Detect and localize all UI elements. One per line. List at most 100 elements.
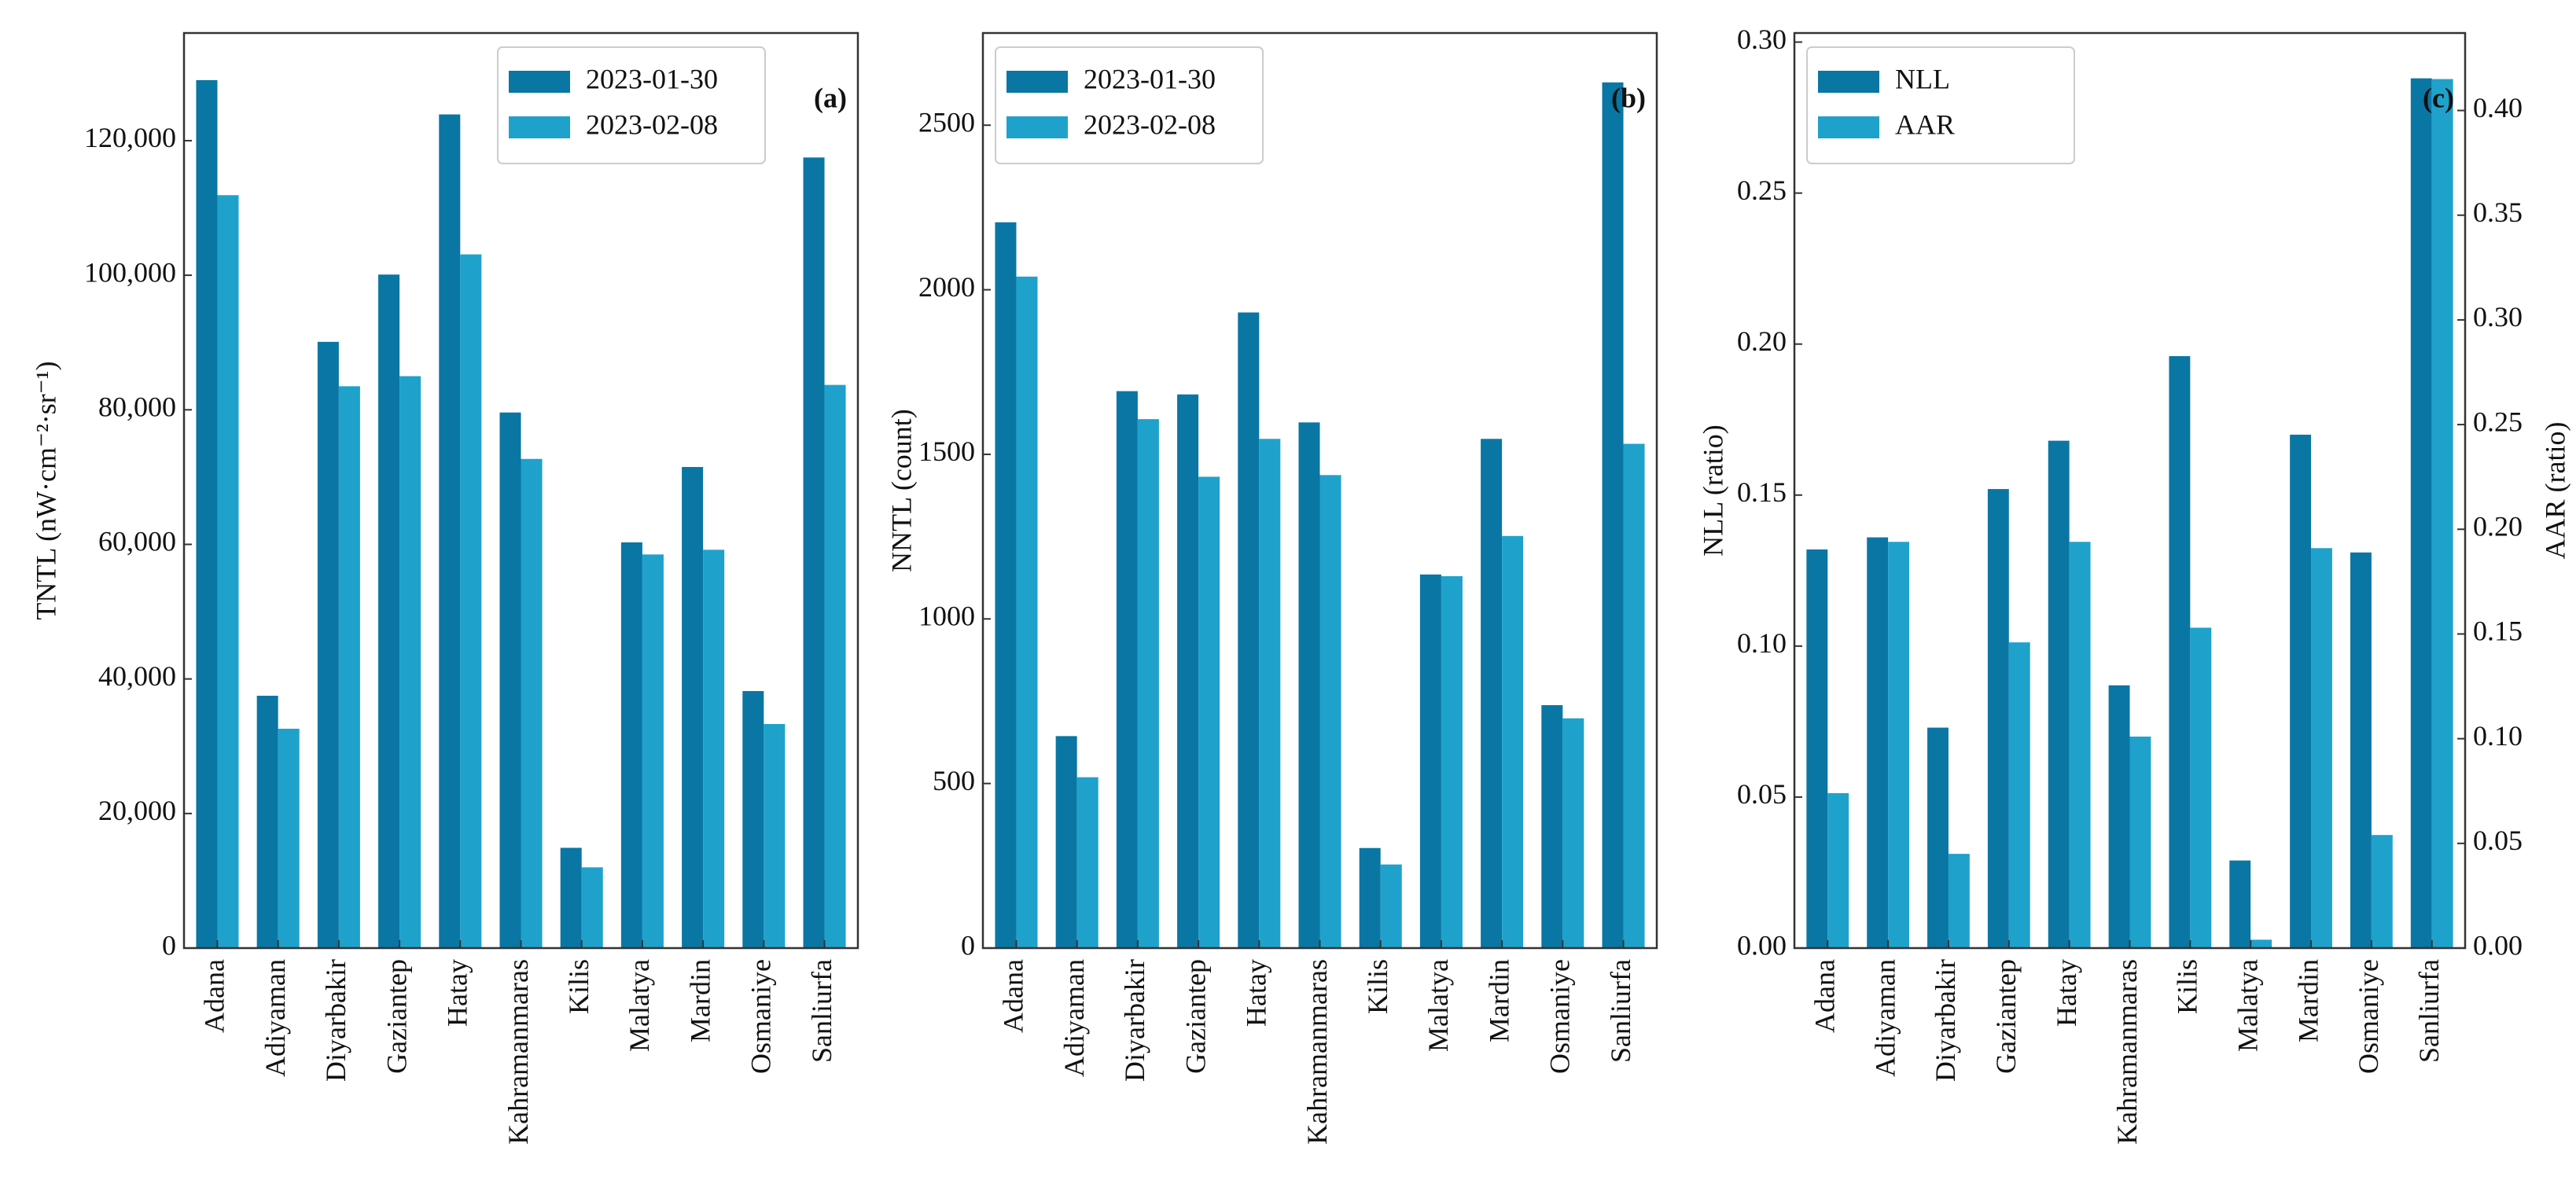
y-axis-label: TNTL (nW·cm⁻²·sr⁻¹) xyxy=(30,361,61,619)
bar xyxy=(2371,835,2393,948)
x-tick-label: Adiyaman xyxy=(259,959,291,1077)
panel-label: (c) xyxy=(2423,82,2454,113)
bar xyxy=(2290,434,2312,948)
bar xyxy=(764,723,786,948)
bar xyxy=(1016,276,1038,948)
bar xyxy=(256,696,278,948)
legend-label: AAR xyxy=(1895,108,1955,140)
bar xyxy=(703,550,725,948)
x-tick-label: Adiyaman xyxy=(1058,959,1090,1077)
bar xyxy=(2410,78,2432,948)
x-tick-label: Adana xyxy=(998,959,1029,1033)
y2-tick-label: 0.30 xyxy=(2473,301,2523,333)
subplot: 0.00 0.05 0.10 0.15 0.20 0.25 0.30 0.00 0.05 0.10… xyxy=(1697,24,2570,1145)
bar xyxy=(995,222,1017,949)
x-tick-label: Kilis xyxy=(1362,959,1393,1014)
bar xyxy=(378,274,400,948)
bar xyxy=(1076,777,1098,948)
bar xyxy=(2431,79,2453,949)
bar xyxy=(803,157,825,948)
y-tick-label: 60,000 xyxy=(98,526,176,557)
y-tick-label: 0.15 xyxy=(1737,476,1787,508)
legend-swatch xyxy=(1818,71,1879,93)
y-tick-label: 0.00 xyxy=(1737,929,1787,961)
bar xyxy=(2008,642,2030,948)
bar xyxy=(1602,82,1624,948)
bar xyxy=(620,542,642,948)
y-tick-label: 0.20 xyxy=(1737,325,1787,357)
x-tick-label: Sanliurfa xyxy=(806,959,837,1063)
x-tick-label: Hatay xyxy=(1241,959,1272,1027)
y-tick-label: 2000 xyxy=(918,271,975,303)
bar xyxy=(560,847,582,948)
x-tick-label: Kahramanmaras xyxy=(502,959,534,1145)
bar xyxy=(1441,575,1463,948)
y-tick-label: 0.10 xyxy=(1737,627,1787,659)
bar xyxy=(1948,854,1970,948)
bar xyxy=(1927,727,1949,948)
legend-label: 2023-01-30 xyxy=(1084,63,1216,94)
bar xyxy=(317,341,339,949)
y-tick-label: 1000 xyxy=(918,601,975,632)
bar xyxy=(742,691,764,948)
y-tick-label: 0.30 xyxy=(1737,24,1787,55)
bar xyxy=(521,458,543,948)
x-tick-label: Malatya xyxy=(2232,959,2263,1052)
y-tick-label: 500 xyxy=(933,765,975,796)
subplot: 0 500 1000 1500 2000 2500 Adana Adiyaman Diyarba… xyxy=(885,31,1658,1145)
bar xyxy=(1481,439,1503,948)
x-tick-label: Kahramanmaras xyxy=(2111,959,2143,1145)
x-tick-label: Malatya xyxy=(624,959,655,1052)
x-tick-label: Diyarbakir xyxy=(320,959,351,1082)
bar xyxy=(1238,312,1260,948)
y2-tick-label: 0.05 xyxy=(2473,825,2523,856)
bar xyxy=(1987,489,2009,948)
bar xyxy=(1177,394,1199,948)
x-tick-label: Osmaniye xyxy=(2353,959,2384,1074)
y2-tick-label: 0.10 xyxy=(2473,720,2523,752)
x-tick-label: Adana xyxy=(199,959,230,1033)
legend-label: 2023-01-30 xyxy=(586,63,718,94)
bar xyxy=(1359,847,1381,948)
x-tick-label: Malatya xyxy=(1422,959,1454,1052)
x-tick-label: Sanliurfa xyxy=(2413,959,2445,1063)
x-tick-label: Kilis xyxy=(563,959,594,1014)
bar xyxy=(2350,552,2372,948)
x-tick-label: Gaziantep xyxy=(1179,959,1211,1074)
bar xyxy=(1502,535,1524,948)
bar xyxy=(439,114,461,948)
x-tick-label: Mardin xyxy=(684,959,716,1042)
x-tick-label: Hatay xyxy=(442,959,473,1027)
bar xyxy=(1541,704,1563,948)
x-tick-label: Gaziantep xyxy=(1990,959,2022,1074)
bar xyxy=(1827,792,1849,948)
bar xyxy=(338,386,360,948)
x-tick-label: Diyarbakir xyxy=(1119,959,1150,1082)
x-tick-label: Adana xyxy=(1809,959,1841,1033)
bar xyxy=(1867,537,1889,948)
y-tick-label: 120,000 xyxy=(84,122,176,153)
bar xyxy=(1198,476,1220,948)
x-tick-label: Sanliurfa xyxy=(1605,959,1636,1063)
bar xyxy=(1116,391,1138,948)
y2-tick-label: 0.25 xyxy=(2473,406,2523,437)
legend-swatch xyxy=(509,71,570,93)
bar xyxy=(1259,439,1281,948)
bar xyxy=(1055,736,1077,948)
y-tick-label: 100,000 xyxy=(84,256,176,288)
y2-axis-label: AAR (ratio) xyxy=(2539,422,2570,560)
bar xyxy=(1137,419,1159,948)
bar xyxy=(2129,736,2151,948)
bar xyxy=(1888,542,1910,948)
y-tick-label: 2500 xyxy=(918,107,975,138)
y-axis-label: NLL (ratio) xyxy=(1697,425,1728,557)
x-tick-label: Gaziantep xyxy=(381,959,412,1074)
x-tick-label: Kahramanmaras xyxy=(1301,959,1333,1145)
bar xyxy=(217,195,239,949)
bar xyxy=(2048,440,2070,948)
x-tick-label: Diyarbakir xyxy=(1930,959,1961,1082)
bar xyxy=(399,376,421,948)
x-tick-label: Adiyaman xyxy=(1869,959,1901,1077)
legend-swatch xyxy=(1006,116,1068,138)
